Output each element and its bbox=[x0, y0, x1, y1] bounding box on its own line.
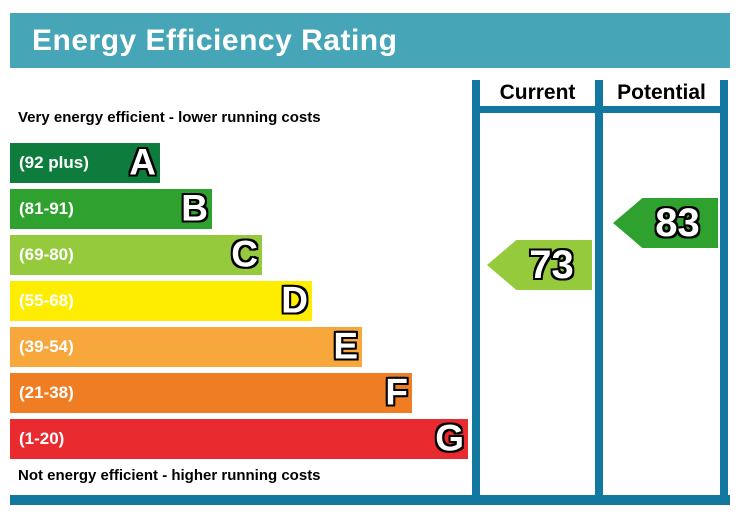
band-f-range-label: (21-38) bbox=[19, 383, 74, 402]
column-frame-divider-line bbox=[595, 80, 603, 505]
band-g: (1-20) G bbox=[10, 419, 468, 459]
potential-column-header: Potential bbox=[617, 81, 706, 104]
current-column-header: Current bbox=[499, 81, 576, 104]
band-c-letter: C bbox=[231, 233, 258, 275]
band-g-letter: G bbox=[435, 417, 464, 459]
bottom-caption: Not energy efficient - higher running co… bbox=[18, 467, 321, 484]
band-d-letter: D bbox=[281, 279, 308, 321]
band-a-range-label: (92 plus) bbox=[19, 153, 89, 172]
top-caption: Very energy efficient - lower running co… bbox=[18, 109, 321, 126]
column-frame-right-line bbox=[720, 80, 728, 505]
band-g-range-label: (1-20) bbox=[19, 429, 65, 448]
column-header-separator-line bbox=[472, 106, 728, 113]
current-rating-value: 73 bbox=[529, 243, 574, 287]
band-d: (55-68) D bbox=[10, 281, 312, 321]
band-d-range-label: (55-68) bbox=[19, 291, 74, 310]
chart-bottom-bar bbox=[10, 495, 730, 505]
band-b-letter: B bbox=[181, 187, 208, 229]
band-e-range-label: (39-54) bbox=[19, 337, 74, 356]
band-e: (39-54) E bbox=[10, 327, 362, 367]
band-c: (69-80) C bbox=[10, 235, 262, 275]
page-title: Energy Efficiency Rating bbox=[32, 23, 398, 57]
band-f-letter: F bbox=[385, 371, 408, 413]
band-b: (81-91) B bbox=[10, 189, 212, 229]
band-e-letter: E bbox=[333, 325, 358, 367]
column-frame-left-line bbox=[472, 80, 480, 505]
band-b-range-label: (81-91) bbox=[19, 199, 74, 218]
band-a-letter: A bbox=[129, 141, 156, 183]
band-f: (21-38) F bbox=[10, 373, 412, 413]
band-c-range-label: (69-80) bbox=[19, 245, 74, 264]
potential-rating-arrow: 83 bbox=[613, 198, 718, 248]
potential-rating-value: 83 bbox=[655, 201, 700, 245]
chart-title-bar: Energy Efficiency Rating bbox=[10, 13, 730, 68]
current-rating-arrow: 73 bbox=[487, 240, 592, 290]
band-a: (92 plus) A bbox=[10, 143, 160, 183]
